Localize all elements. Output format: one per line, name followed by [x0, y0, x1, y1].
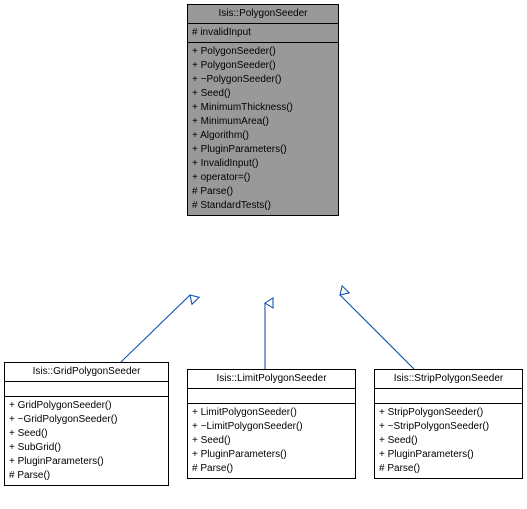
operation: + PluginParameters()	[9, 455, 164, 469]
operation: + InvalidInput()	[192, 157, 334, 171]
diagram-container: Isis::PolygonSeeder # invalidInput + Pol…	[4, 4, 523, 505]
operation: # StandardTests()	[192, 199, 334, 213]
class-grid-polygon-seeder: Isis::GridPolygonSeeder + GridPolygonSee…	[4, 362, 169, 486]
class-strip-polygon-seeder: Isis::StripPolygonSeeder + StripPolygonS…	[374, 369, 523, 479]
class-title: Isis::PolygonSeeder	[188, 5, 338, 24]
operation: + ~StripPolygonSeeder()	[379, 420, 518, 434]
operation: + SubGrid()	[9, 441, 164, 455]
operation: + Seed()	[379, 434, 518, 448]
attributes-section	[5, 382, 168, 397]
attributes-section: # invalidInput	[188, 24, 338, 43]
operation: + PluginParameters()	[192, 143, 334, 157]
operation: # Parse()	[192, 462, 351, 476]
operation: + Seed()	[9, 427, 164, 441]
operations-section: + LimitPolygonSeeder() + ~LimitPolygonSe…	[188, 404, 355, 478]
operation: + ~GridPolygonSeeder()	[9, 413, 164, 427]
class-title: Isis::GridPolygonSeeder	[5, 363, 168, 382]
operation: + ~LimitPolygonSeeder()	[192, 420, 351, 434]
operation: + operator=()	[192, 171, 334, 185]
operation: + PluginParameters()	[192, 448, 351, 462]
attribute: # invalidInput	[192, 26, 334, 40]
class-limit-polygon-seeder: Isis::LimitPolygonSeeder + LimitPolygonS…	[187, 369, 356, 479]
operation: + GridPolygonSeeder()	[9, 399, 164, 413]
operation: # Parse()	[9, 469, 164, 483]
operation: # Parse()	[192, 185, 334, 199]
operations-section: + StripPolygonSeeder() + ~StripPolygonSe…	[375, 404, 522, 478]
operations-section: + PolygonSeeder() + PolygonSeeder() + ~P…	[188, 43, 338, 215]
edge-grid-to-parent	[121, 295, 190, 362]
attributes-section	[375, 389, 522, 404]
operation: # Parse()	[379, 462, 518, 476]
operation: + MinimumThickness()	[192, 101, 334, 115]
operation: + PolygonSeeder()	[192, 45, 334, 59]
operation: + StripPolygonSeeder()	[379, 406, 518, 420]
operations-section: + GridPolygonSeeder() + ~GridPolygonSeed…	[5, 397, 168, 485]
operation: + Seed()	[192, 434, 351, 448]
edge-strip-to-parent	[340, 295, 414, 369]
operation: + PolygonSeeder()	[192, 59, 334, 73]
operation: + ~PolygonSeeder()	[192, 73, 334, 87]
operation: + MinimumArea()	[192, 115, 334, 129]
operation: + Algorithm()	[192, 129, 334, 143]
operation: + PluginParameters()	[379, 448, 518, 462]
operation: + Seed()	[192, 87, 334, 101]
operation: + LimitPolygonSeeder()	[192, 406, 351, 420]
class-polygon-seeder: Isis::PolygonSeeder # invalidInput + Pol…	[187, 4, 339, 216]
class-title: Isis::LimitPolygonSeeder	[188, 370, 355, 389]
class-title: Isis::StripPolygonSeeder	[375, 370, 522, 389]
attributes-section	[188, 389, 355, 404]
